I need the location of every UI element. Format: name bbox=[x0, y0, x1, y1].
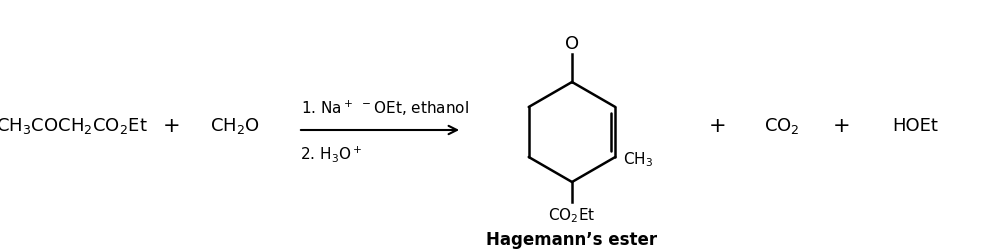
Text: CH$_3$: CH$_3$ bbox=[624, 150, 654, 169]
Text: CO$_2$Et: CO$_2$Et bbox=[548, 205, 596, 224]
Text: 2. H$_3$O$^+$: 2. H$_3$O$^+$ bbox=[300, 144, 362, 163]
Text: +: + bbox=[164, 116, 181, 136]
Text: O: O bbox=[565, 35, 579, 53]
Text: CH$_2$O: CH$_2$O bbox=[210, 116, 259, 136]
Text: HOEt: HOEt bbox=[892, 116, 938, 134]
Text: Hagemann’s ester: Hagemann’s ester bbox=[486, 230, 658, 248]
Text: CH$_3$COCH$_2$CO$_2$Et: CH$_3$COCH$_2$CO$_2$Et bbox=[0, 116, 148, 136]
Text: +: + bbox=[833, 116, 851, 136]
Text: CO$_2$: CO$_2$ bbox=[764, 116, 799, 136]
Text: +: + bbox=[710, 116, 727, 136]
Text: 1. Na$^+$ $^-$OEt, ethanol: 1. Na$^+$ $^-$OEt, ethanol bbox=[301, 98, 469, 117]
